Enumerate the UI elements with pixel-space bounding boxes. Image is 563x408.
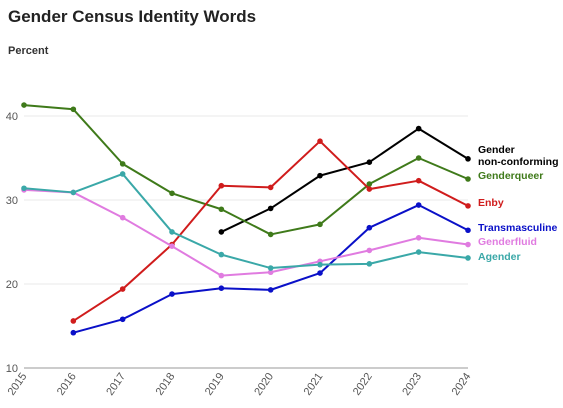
data-point: [415, 125, 422, 132]
data-point: [366, 159, 373, 165]
y-tick-labels: 10 20 30 40: [6, 111, 18, 375]
series-label: Agender: [478, 251, 521, 263]
data-point: [465, 203, 471, 209]
data-point: [366, 186, 373, 192]
data-point: [70, 329, 77, 336]
y-axis-label: Percent: [8, 45, 49, 57]
data-point: [317, 270, 323, 276]
data-point: [317, 221, 323, 228]
data-point: [169, 229, 175, 235]
data-point: [267, 265, 274, 271]
series-line: [23, 172, 469, 270]
series-transmasculine: [70, 202, 471, 336]
data-point: [317, 172, 323, 179]
data-point: [465, 255, 471, 261]
y-tick-label: 40: [6, 111, 18, 123]
data-point: [465, 156, 471, 162]
series-labels: Gender non-conforming Genderqueer Enby Trans…: [478, 144, 558, 263]
data-point: [267, 205, 274, 212]
data-point: [415, 177, 422, 184]
x-tick-label: 2023: [400, 371, 424, 398]
data-point: [119, 316, 126, 323]
series-label: Gender non-conforming: [478, 144, 558, 168]
series-agender: [21, 171, 471, 271]
data-point: [218, 206, 225, 213]
data-point: [267, 231, 274, 238]
data-point: [169, 190, 175, 197]
data-point: [119, 161, 126, 167]
x-tick-label: 2024: [450, 371, 474, 398]
x-tick-label: 2022: [351, 371, 375, 398]
series-label: Enby: [478, 197, 504, 209]
y-tick-label: 20: [6, 279, 18, 291]
data-point: [119, 286, 126, 292]
series-line: [23, 104, 469, 236]
x-tick-label: 2019: [203, 371, 227, 398]
data-point: [317, 261, 323, 268]
series-line: [220, 127, 469, 233]
series-lines: [21, 102, 471, 336]
data-point: [21, 185, 27, 192]
data-point: [267, 287, 274, 293]
data-point: [465, 227, 471, 234]
series-genderqueer: [21, 102, 471, 238]
data-point: [218, 285, 225, 292]
data-point: [218, 229, 225, 235]
data-point: [465, 241, 471, 248]
data-point: [21, 102, 27, 108]
data-point: [70, 106, 77, 113]
series-label: Genderfluid: [478, 236, 537, 248]
data-point: [366, 247, 373, 254]
gridlines: [24, 115, 468, 369]
y-tick-label: 10: [6, 363, 18, 375]
data-point: [218, 182, 225, 189]
x-tick-label: 2016: [55, 371, 79, 398]
data-point: [218, 272, 225, 279]
data-point: [465, 176, 471, 182]
data-point: [169, 243, 175, 249]
data-point: [366, 181, 373, 187]
data-point: [317, 138, 323, 144]
data-point: [70, 318, 77, 324]
series-label: Transmasculine: [478, 222, 558, 234]
series-line: [23, 188, 469, 277]
data-point: [70, 189, 77, 196]
data-point: [169, 291, 175, 297]
data-point: [415, 202, 422, 208]
data-point: [218, 251, 225, 258]
data-point: [415, 155, 422, 161]
series-genderfluid: [21, 187, 471, 279]
data-point: [366, 261, 373, 267]
data-point: [366, 224, 373, 231]
x-tick-label: 2021: [302, 371, 326, 398]
data-point: [415, 249, 422, 255]
series-line: [72, 140, 469, 322]
series-gender-non-conforming: [218, 125, 471, 235]
x-tick-label: 2018: [154, 371, 178, 398]
data-point: [267, 269, 274, 276]
data-point: [119, 171, 126, 177]
series-label: Genderqueer: [478, 170, 543, 182]
chart-title: Gender Census Identity Words: [8, 7, 257, 26]
series-enby: [70, 138, 471, 324]
x-tick-label: 2017: [104, 371, 128, 398]
data-point: [119, 214, 126, 221]
data-point: [415, 235, 422, 241]
x-tick-label: 2020: [252, 371, 276, 398]
x-tick-labels: 2015 2016 2017 2018 2019 2020 2021 2022 2023 2024: [6, 371, 474, 398]
data-point: [267, 184, 274, 191]
y-tick-label: 30: [6, 195, 18, 207]
